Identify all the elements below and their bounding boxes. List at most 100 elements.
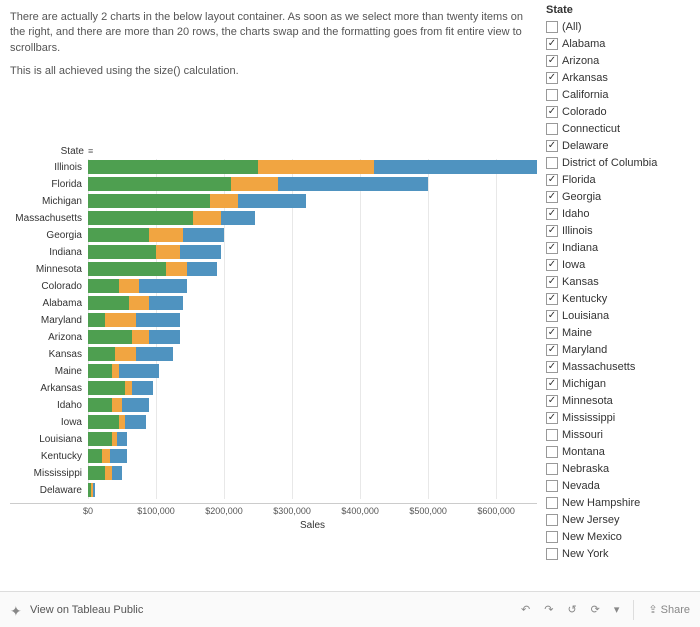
bar-segment[interactable] <box>88 449 102 463</box>
bar-segment[interactable] <box>88 347 115 361</box>
checkbox[interactable] <box>546 259 558 271</box>
bar-row[interactable]: Massachusetts <box>10 210 537 227</box>
bar-segment[interactable] <box>88 398 112 412</box>
checkbox[interactable] <box>546 378 558 390</box>
filter-item[interactable]: Arkansas <box>546 69 696 86</box>
bar-segment[interactable] <box>88 160 258 174</box>
checkbox[interactable] <box>546 89 558 101</box>
bar-row[interactable]: Michigan <box>10 193 537 210</box>
checkbox[interactable] <box>546 242 558 254</box>
filter-item[interactable]: Louisiana <box>546 307 696 324</box>
checkbox[interactable] <box>546 72 558 84</box>
bar-row[interactable]: Arizona <box>10 329 537 346</box>
bar-segment[interactable] <box>258 160 374 174</box>
checkbox[interactable] <box>546 463 558 475</box>
bar-segment[interactable] <box>88 364 112 378</box>
bar-segment[interactable] <box>132 330 149 344</box>
bar-row[interactable]: Colorado <box>10 278 537 295</box>
bar-row[interactable]: Maryland <box>10 312 537 329</box>
bar-segment[interactable] <box>156 245 180 259</box>
bar-row[interactable]: Maine <box>10 363 537 380</box>
checkbox[interactable] <box>546 310 558 322</box>
filter-item[interactable]: Kentucky <box>546 290 696 307</box>
bar-segment[interactable] <box>88 211 193 225</box>
redo-button[interactable]: ↷ <box>544 603 553 616</box>
checkbox[interactable] <box>546 174 558 186</box>
bar-segment[interactable] <box>88 228 149 242</box>
filter-item[interactable]: Nebraska <box>546 460 696 477</box>
checkbox[interactable] <box>546 293 558 305</box>
bar-segment[interactable] <box>88 279 119 293</box>
bar-segment[interactable] <box>88 296 129 310</box>
bar-segment[interactable] <box>125 381 132 395</box>
revert-button[interactable]: ↺ <box>567 603 576 616</box>
filter-item[interactable]: Michigan <box>546 375 696 392</box>
checkbox[interactable] <box>546 157 558 169</box>
bar-segment[interactable] <box>88 313 105 327</box>
bar-segment[interactable] <box>88 466 105 480</box>
share-button[interactable]: ⇪ Share <box>648 603 690 616</box>
checkbox[interactable] <box>546 497 558 509</box>
filter-item[interactable]: California <box>546 86 696 103</box>
bar-segment[interactable] <box>238 194 306 208</box>
bar-segment[interactable] <box>149 296 183 310</box>
checkbox[interactable] <box>546 361 558 373</box>
checkbox[interactable] <box>546 412 558 424</box>
bar-segment[interactable] <box>183 228 224 242</box>
checkbox[interactable] <box>546 123 558 135</box>
bar-segment[interactable] <box>112 364 119 378</box>
checkbox[interactable] <box>546 429 558 441</box>
filter-item[interactable]: Idaho <box>546 205 696 222</box>
filter-item[interactable]: (All) <box>546 18 696 35</box>
bar-row[interactable]: Idaho <box>10 397 537 414</box>
filter-item[interactable]: Mississippi <box>546 409 696 426</box>
bar-segment[interactable] <box>149 330 180 344</box>
bar-row[interactable]: Kentucky <box>10 448 537 465</box>
checkbox[interactable] <box>546 225 558 237</box>
bar-segment[interactable] <box>139 279 187 293</box>
bar-segment[interactable] <box>221 211 255 225</box>
bar-segment[interactable] <box>166 262 186 276</box>
bar-row[interactable]: Alabama <box>10 295 537 312</box>
pause-button[interactable]: ▾ <box>614 603 620 616</box>
checkbox[interactable] <box>546 395 558 407</box>
bar-segment[interactable] <box>88 245 156 259</box>
bar-segment[interactable] <box>193 211 220 225</box>
filter-item[interactable]: Maryland <box>546 341 696 358</box>
checkbox[interactable] <box>546 327 558 339</box>
checkbox[interactable] <box>546 344 558 356</box>
bar-row[interactable]: Iowa <box>10 414 537 431</box>
bar-segment[interactable] <box>149 228 183 242</box>
bar-segment[interactable] <box>88 432 112 446</box>
bar-row[interactable]: Indiana <box>10 244 537 261</box>
bar-segment[interactable] <box>117 432 127 446</box>
filter-item[interactable]: Missouri <box>546 426 696 443</box>
bar-segment[interactable] <box>119 364 160 378</box>
bar-segment[interactable] <box>112 466 122 480</box>
undo-button[interactable]: ↶ <box>521 603 530 616</box>
bar-segment[interactable] <box>88 415 119 429</box>
bar-segment[interactable] <box>88 381 125 395</box>
checkbox[interactable] <box>546 208 558 220</box>
filter-item[interactable]: New Mexico <box>546 528 696 545</box>
checkbox[interactable] <box>546 140 558 152</box>
bar-segment[interactable] <box>278 177 428 191</box>
filter-item[interactable]: Nevada <box>546 477 696 494</box>
bar-segment[interactable] <box>102 449 110 463</box>
bar-segment[interactable] <box>110 449 127 463</box>
bar-segment[interactable] <box>119 279 139 293</box>
filter-item[interactable]: Iowa <box>546 256 696 273</box>
filter-item[interactable]: Montana <box>546 443 696 460</box>
bar-segment[interactable] <box>88 194 210 208</box>
filter-item[interactable]: Alabama <box>546 35 696 52</box>
bar-row[interactable]: Delaware <box>10 482 537 499</box>
bar-segment[interactable] <box>88 177 231 191</box>
bar-segment[interactable] <box>115 347 135 361</box>
bar-row[interactable]: Louisiana <box>10 431 537 448</box>
bar-segment[interactable] <box>187 262 218 276</box>
filter-item[interactable]: Delaware <box>546 137 696 154</box>
bar-segment[interactable] <box>180 245 221 259</box>
checkbox[interactable] <box>546 531 558 543</box>
checkbox[interactable] <box>546 480 558 492</box>
checkbox[interactable] <box>546 276 558 288</box>
